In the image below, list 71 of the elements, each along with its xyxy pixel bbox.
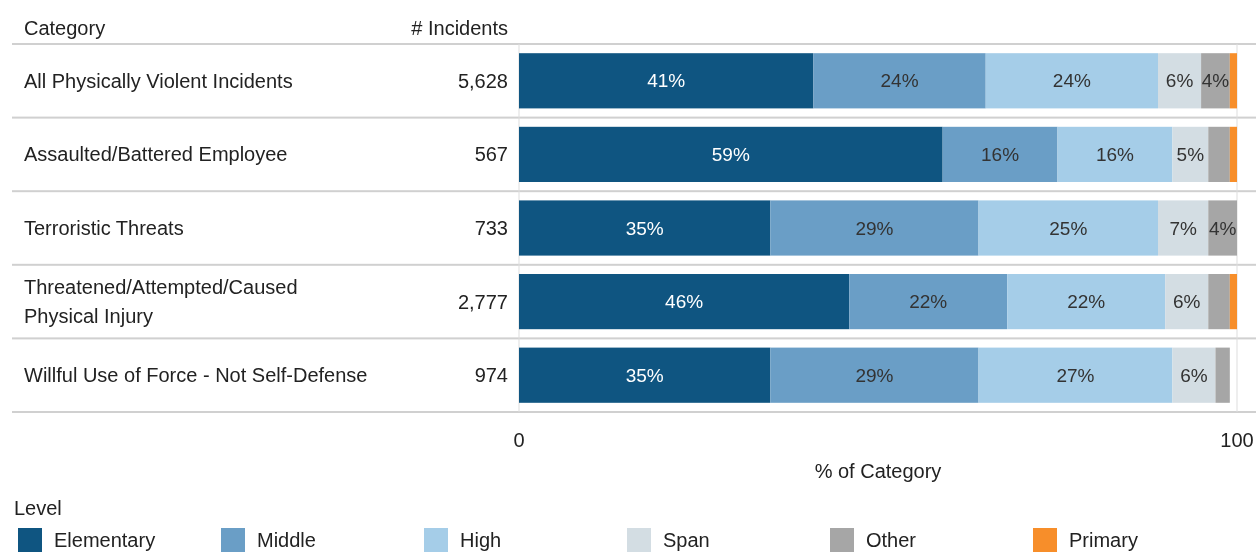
bar xyxy=(1172,126,1209,182)
data-label: 24% xyxy=(1052,70,1091,92)
bar xyxy=(519,274,850,330)
data-label: 35% xyxy=(625,364,664,386)
y-axis-title: Category xyxy=(24,17,106,39)
data-label: 4% xyxy=(1208,217,1237,239)
bar xyxy=(1158,200,1209,256)
bar xyxy=(519,126,943,182)
bar xyxy=(1158,53,1202,109)
data-label: 6% xyxy=(1180,364,1208,386)
data-label: 22% xyxy=(909,291,948,313)
y-tick-label: Terroristic Threats xyxy=(24,217,184,239)
data-label: 29% xyxy=(855,364,894,386)
legend-label: High xyxy=(460,529,502,551)
y-tick-label: Assaulted/Battered Employee xyxy=(24,143,288,166)
text: 974 xyxy=(474,364,508,387)
x-tick-label: 100 xyxy=(1220,429,1254,451)
text: 2,777 xyxy=(457,290,508,313)
bar xyxy=(849,274,1008,330)
data-label: 5% xyxy=(1176,144,1205,166)
data-label: 6% xyxy=(1165,70,1194,92)
data-label: 4% xyxy=(1201,70,1230,92)
bar xyxy=(942,126,1058,182)
bar xyxy=(1165,274,1209,330)
text: 5,628 xyxy=(457,69,508,92)
bar xyxy=(813,53,986,109)
bar xyxy=(1057,126,1173,182)
bar xyxy=(519,347,771,403)
data-label: 16% xyxy=(1095,144,1135,166)
data-label: 7% xyxy=(1169,217,1197,239)
text: 567 xyxy=(474,143,508,166)
data-label: 24% xyxy=(880,70,919,92)
data-label: 41% xyxy=(647,70,686,92)
bar xyxy=(1229,53,1237,109)
data-label: 35% xyxy=(625,217,664,239)
y-tick-label: Willful Use of Force - Not Self-Defense xyxy=(24,364,368,387)
data-label: 22% xyxy=(1067,291,1106,313)
legend-label: Elementary xyxy=(54,529,156,551)
bar xyxy=(978,200,1159,256)
y-tick-label: Threatened/Attempted/Caused Physical Injury xyxy=(24,276,298,328)
x-axis-title: % of Category xyxy=(814,460,942,482)
data-label: 46% xyxy=(665,291,704,313)
bar xyxy=(978,347,1173,403)
bar xyxy=(770,347,979,403)
bar xyxy=(1208,200,1237,256)
bar xyxy=(1229,274,1237,330)
bar xyxy=(985,53,1159,109)
bar xyxy=(1208,126,1230,182)
data-label: 27% xyxy=(1056,364,1095,386)
data-label: 25% xyxy=(1049,217,1088,239)
bar xyxy=(1007,274,1166,330)
bar xyxy=(770,200,979,256)
x-tick-label: 0 xyxy=(513,429,525,451)
y-tick-label: All Physically Violent Incidents xyxy=(24,69,293,92)
bar xyxy=(1215,347,1230,403)
bar xyxy=(1172,347,1216,403)
bar xyxy=(1229,126,1237,182)
data-label: 29% xyxy=(855,217,894,239)
legend-label: Primary xyxy=(1069,529,1138,551)
data-label: 59% xyxy=(711,144,750,166)
text: 733 xyxy=(474,217,508,239)
text: # Incidents xyxy=(411,17,508,39)
bar xyxy=(519,53,814,109)
data-label: 6% xyxy=(1173,291,1201,313)
legend-label: Span xyxy=(663,529,710,551)
data-label: 16% xyxy=(981,144,1020,166)
legend-title: Level xyxy=(14,497,62,519)
legend-label: Other xyxy=(866,529,917,551)
bar xyxy=(519,200,771,256)
bar xyxy=(1208,274,1230,330)
legend-label: Middle xyxy=(257,529,316,551)
